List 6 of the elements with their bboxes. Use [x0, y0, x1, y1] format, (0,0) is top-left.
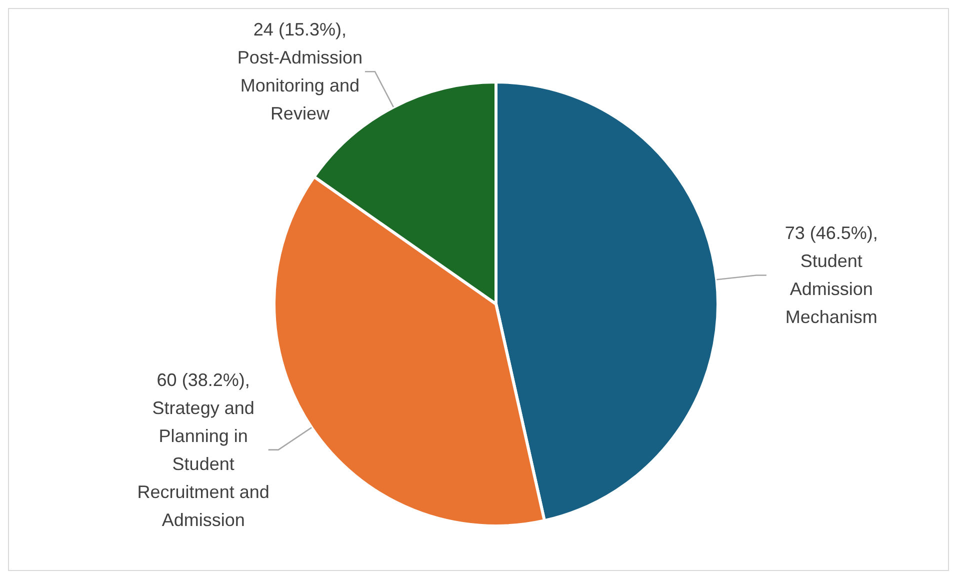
slice-label: Post-Admission Monitoring and Review: [237, 48, 362, 124]
data-label: 60 (38.2%),: [156, 370, 250, 390]
slice-label: Strategy and Planning in Student Recruitment and Admission: [137, 398, 270, 530]
slice-label: Student Admission Mechanism: [785, 251, 878, 328]
data-label: 73 (46.5%),: [784, 223, 878, 244]
data-label: 24 (15.3%),: [253, 20, 346, 40]
